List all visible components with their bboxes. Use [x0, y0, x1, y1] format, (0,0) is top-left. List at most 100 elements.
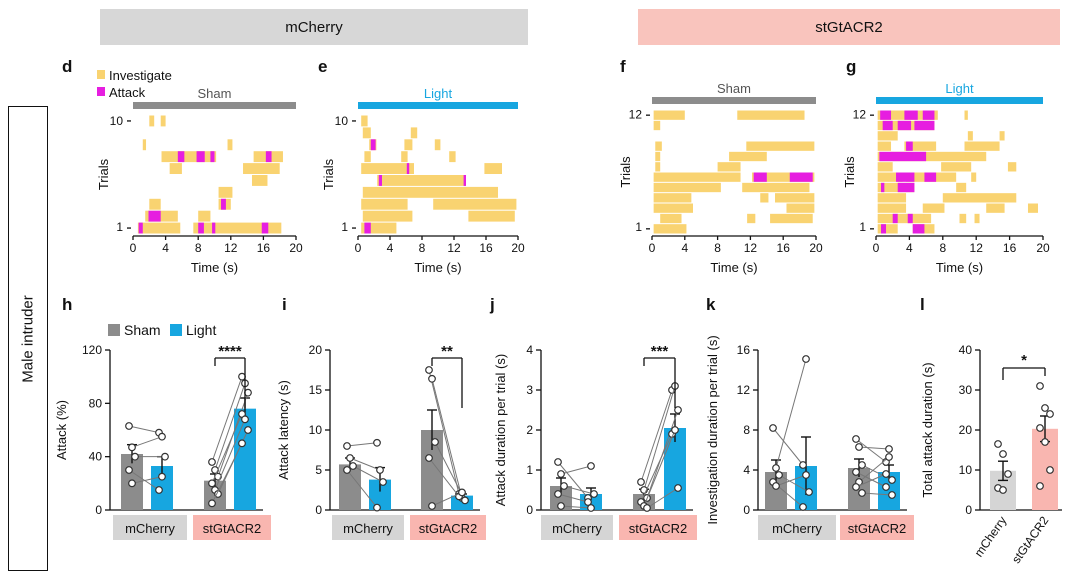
attack-segment-d-t7-3 [265, 151, 272, 163]
group-label-h-1: stGtACR2 [203, 521, 262, 536]
investigate-segment-d-t7-0 [161, 151, 217, 163]
attack-segment-g-t12-0 [880, 110, 892, 120]
pair-line-h-0-1 [131, 436, 163, 448]
point-l-stGtACR2-3 [1036, 424, 1044, 432]
y-tick-label-k-4: 16 [737, 343, 751, 357]
investigate-segment-g-t6-0 [877, 172, 903, 182]
pair-line-h-0-3 [128, 469, 160, 491]
group-box-j-0 [541, 515, 613, 540]
point-k-sham-1-2 [858, 461, 866, 469]
y-tick-label-k-0: 0 [743, 503, 750, 517]
x-tick-label-d-0: 0 [130, 241, 137, 255]
x-tick-label-f-0: 0 [649, 241, 656, 255]
investigate-segment-f-t2-1 [747, 213, 756, 224]
x-tick-label-g-2: 8 [939, 241, 946, 255]
point-k-light-1-5 [888, 491, 896, 499]
investigate-segment-f-t5-1 [742, 182, 810, 193]
y-tick-label-i-1: 5 [315, 463, 322, 477]
point-i-light-1-2 [461, 496, 469, 505]
investigate-segment-d-t3-0 [149, 198, 161, 210]
y-tick-label-l-2: 20 [959, 423, 973, 437]
investigate-segment-g-t10-2 [999, 131, 1005, 141]
x-tick-label-f-2: 8 [714, 241, 721, 255]
point-h-sham-0-1 [128, 443, 136, 452]
investigate-segment-f-t6-1 [752, 172, 815, 182]
investigate-segment-f-t6-0 [653, 172, 741, 182]
investigate-segment-d-t1-0 [137, 222, 181, 234]
investigate-segment-f-t12-0 [653, 110, 685, 120]
investigate-segment-e-t6-0 [361, 163, 414, 174]
point-i-sham-0-2 [349, 462, 357, 470]
condition-bar-d [133, 102, 296, 109]
y-tick-label-i-3: 15 [309, 383, 323, 397]
y-tick-label-i-0: 0 [315, 503, 322, 517]
investigate-segment-f-t1-0 [653, 224, 687, 234]
x-axis-label-g: Time (s) [936, 260, 983, 275]
point-h-sham-0-0 [125, 422, 133, 430]
bar-h-light-stGtACR2 [234, 408, 256, 510]
y-tick-label-l-1: 10 [959, 463, 973, 477]
group-label-j-0: mCherry [552, 521, 602, 536]
attack-segment-g-t12-1 [904, 110, 918, 120]
pair-line-i-0-1 [349, 457, 381, 471]
pair-line-i-1-4 [431, 491, 463, 507]
point-k-sham-0-0 [769, 424, 777, 432]
investigate-segment-f-t9-1 [746, 141, 815, 151]
point-i-light-1-4 [458, 488, 466, 497]
legend-attack-label: Attack [109, 85, 146, 100]
point-j-sham-0-1 [557, 470, 565, 478]
investigate-segment-g-t3-2 [986, 203, 1005, 213]
attack-segment-g-t5-1 [897, 182, 915, 193]
panel-letter-d: d [62, 57, 72, 76]
x-tick-label-d-3: 12 [224, 241, 238, 255]
investigate-segment-f-t12-1 [737, 110, 805, 120]
investigate-segment-e-t1-0 [361, 222, 397, 234]
y-axis-label-l: Total attack duration (s) [920, 362, 935, 497]
investigate-segment-f-t7-0 [655, 162, 661, 172]
sig-stars-l: * [1021, 352, 1027, 369]
investigate-segment-g-t8-0 [877, 151, 987, 162]
attack-segment-g-t11-0 [882, 120, 893, 131]
panel-letter-f: f [620, 57, 626, 76]
attack-segment-d-t7-0 [177, 151, 185, 163]
investigate-segment-g-t9-0 [877, 141, 892, 151]
group-box-j-1 [619, 515, 697, 540]
investigate-segment-d-t8-0 [142, 139, 147, 151]
investigate-segment-g-t3-1 [922, 203, 945, 213]
pair-line-i-0-0 [346, 442, 378, 447]
legend-attack-swatch [97, 87, 105, 96]
y-tick-label-top-d: 10 [110, 114, 124, 128]
condition-label-f: Sham [717, 81, 751, 96]
pair-line-h-1-0 [211, 376, 243, 463]
investigate-segment-g-t6-2 [971, 172, 977, 182]
category-label-l-0: mCherry [972, 514, 1010, 560]
point-j-light-0-2 [590, 490, 598, 498]
x-tick-label-d-2: 8 [195, 241, 202, 255]
point-j-sham-0-4 [557, 502, 565, 510]
point-k-sham-0-1 [772, 464, 780, 472]
pair-line-j-0-3 [557, 493, 589, 503]
group-label-i-1: stGtACR2 [419, 521, 478, 536]
pair-line-i-1-1 [431, 378, 463, 499]
y-tick-label-j-2: 2 [526, 423, 533, 437]
point-j-light-0-1 [587, 462, 595, 470]
point-k-light-0-0 [799, 461, 807, 469]
sig-stars-i: ** [441, 343, 453, 360]
group-label-j-1: stGtACR2 [629, 521, 688, 536]
point-h-light-0-3 [155, 486, 163, 494]
point-k-light-1-1 [885, 445, 893, 453]
investigate-segment-g-t2-0 [877, 213, 932, 224]
header-stgtacr2: stGtACR2 [638, 9, 1060, 45]
point-i-sham-1-0 [425, 366, 433, 374]
y-axis-label-k: Investigation duration per trial (s) [705, 335, 720, 524]
attack-segment-e-t6-0 [406, 163, 410, 174]
attack-segment-f-t6-1 [789, 172, 813, 182]
point-j-sham-1-0 [637, 478, 645, 486]
attack-segment-g-t6-1 [924, 172, 937, 182]
point-h-light-0-4 [158, 472, 166, 481]
y-tick-label-bottom-d: 1 [116, 220, 123, 234]
point-k-light-1-3 [882, 483, 890, 491]
point-k-sham-1-1 [855, 443, 863, 451]
investigate-segment-d-t2-1 [198, 210, 211, 222]
